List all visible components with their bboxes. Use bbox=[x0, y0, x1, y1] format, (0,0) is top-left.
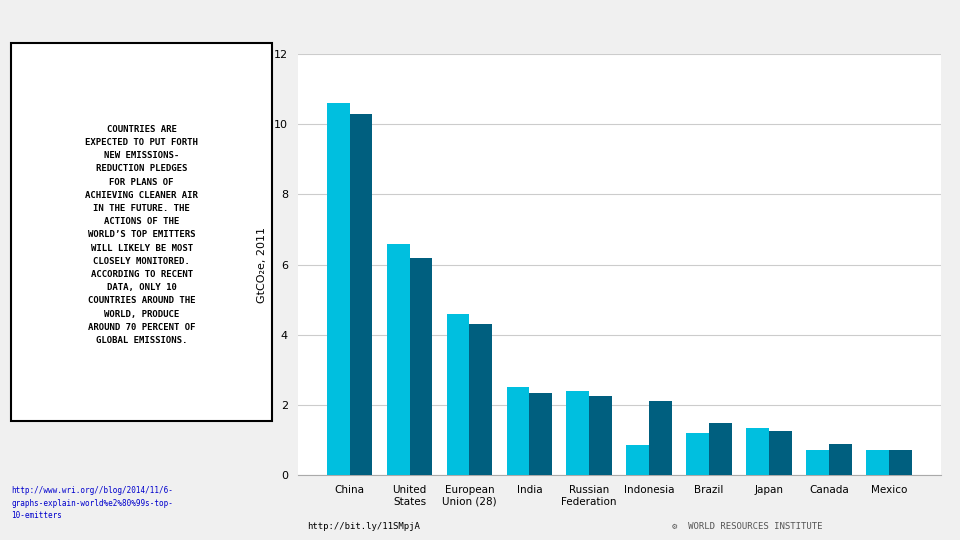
Text: ⚙  WORLD RESOURCES INSTITUTE: ⚙ WORLD RESOURCES INSTITUTE bbox=[672, 522, 823, 531]
Bar bbox=[828, 444, 852, 475]
Bar bbox=[529, 393, 552, 475]
Bar bbox=[589, 396, 612, 475]
Legend: Total GHG Emissions Excluding LUCF, Total GHG Emissions Including LUCF: Total GHG Emissions Excluding LUCF, Tota… bbox=[495, 0, 936, 2]
Bar bbox=[469, 324, 492, 475]
Text: http://www.wri.org//blog/2014/11/6-
graphs-explain-world%e2%80%99s-top-
10-emitt: http://www.wri.org//blog/2014/11/6- grap… bbox=[12, 486, 173, 520]
Bar bbox=[446, 314, 469, 475]
Bar bbox=[709, 422, 732, 475]
Bar bbox=[387, 244, 410, 475]
Bar bbox=[410, 258, 432, 475]
Bar bbox=[326, 103, 349, 475]
Bar bbox=[349, 114, 372, 475]
Bar bbox=[507, 388, 529, 475]
Bar bbox=[626, 446, 649, 475]
Bar bbox=[566, 391, 589, 475]
Bar bbox=[769, 431, 792, 475]
Bar bbox=[806, 450, 828, 475]
Text: http://bit.ly/11SMpjA: http://bit.ly/11SMpjA bbox=[307, 522, 420, 531]
Y-axis label: GtCO₂e, 2011: GtCO₂e, 2011 bbox=[257, 227, 267, 302]
Text: COUNTRIES ARE
EXPECTED TO PUT FORTH
NEW EMISSIONS-
REDUCTION PLEDGES
FOR PLANS O: COUNTRIES ARE EXPECTED TO PUT FORTH NEW … bbox=[85, 125, 198, 345]
Bar bbox=[889, 450, 912, 475]
Bar bbox=[746, 428, 769, 475]
Bar bbox=[686, 433, 709, 475]
Bar bbox=[649, 402, 672, 475]
FancyBboxPatch shape bbox=[12, 43, 272, 421]
Bar bbox=[866, 450, 889, 475]
